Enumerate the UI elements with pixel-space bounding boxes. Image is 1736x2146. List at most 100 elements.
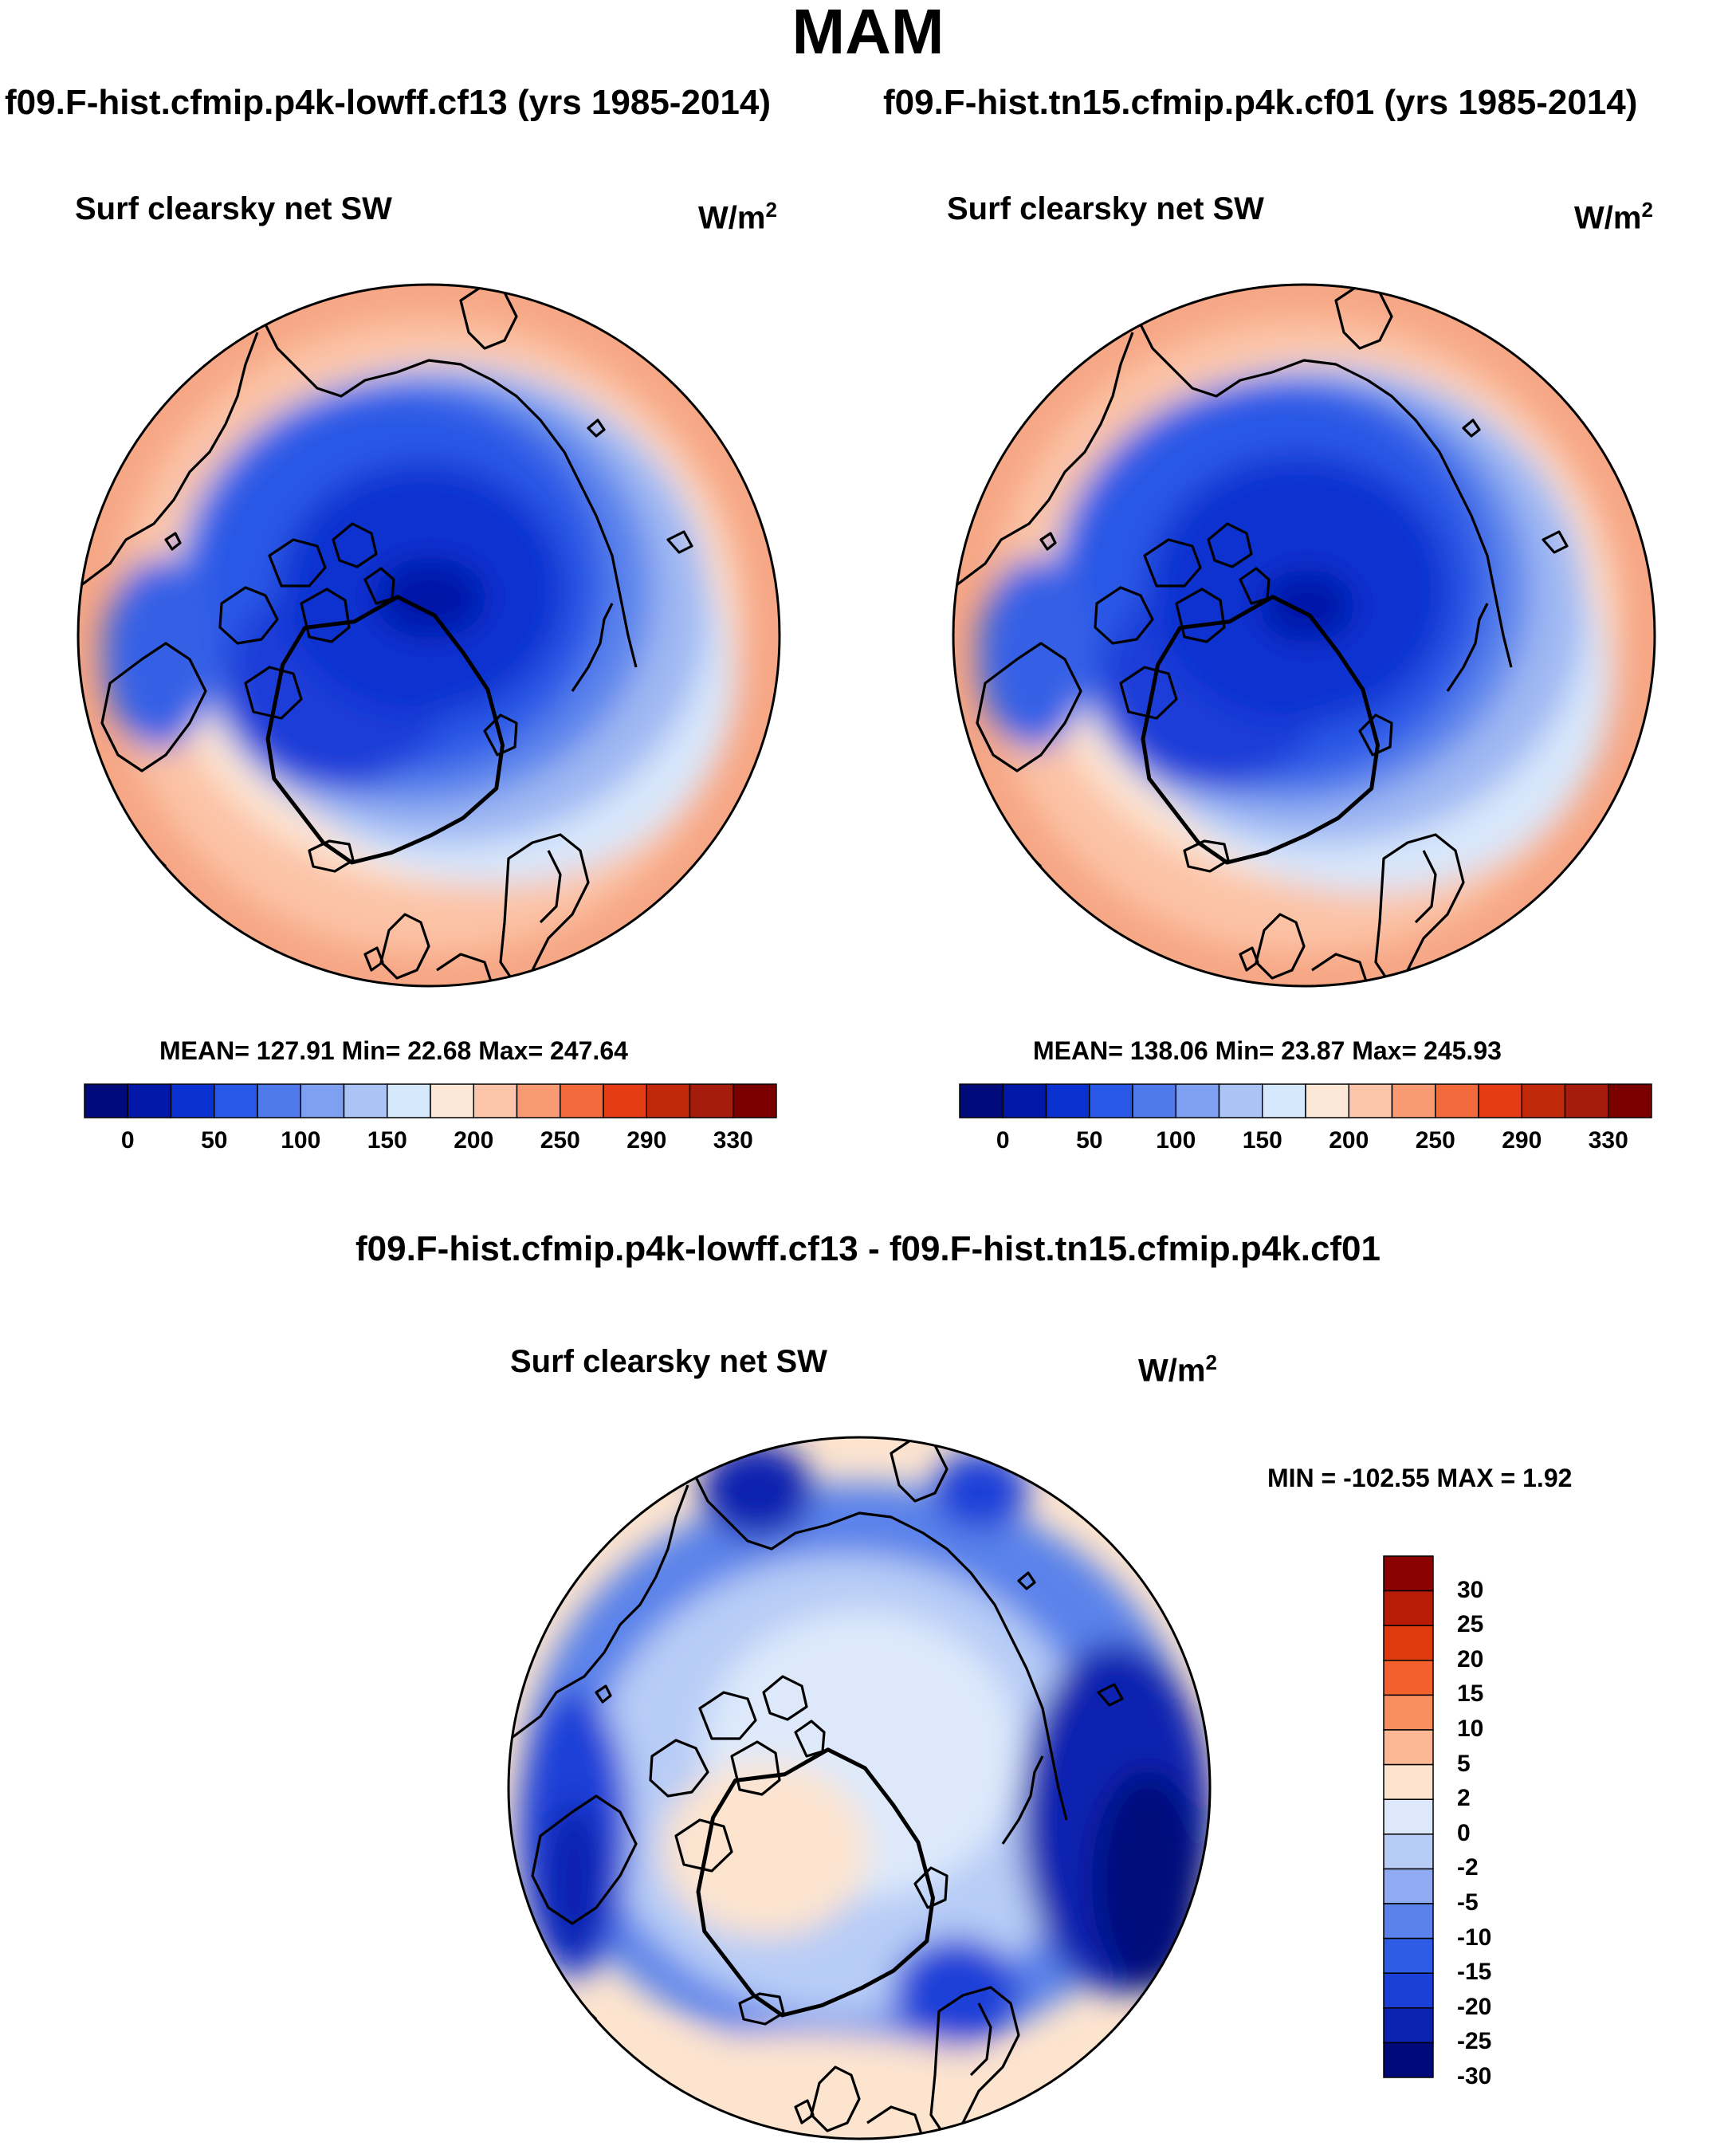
right-panel-stats: MEAN= 138.06 Min= 23.87 Max= 245.93	[1033, 1036, 1502, 1065]
case2-title: f09.F-hist.tn15.cfmip.p4k.cf01 (yrs 1985…	[883, 83, 1638, 122]
left-colorbar-box-7	[387, 1083, 431, 1118]
diff-colorbar-tick-label: 10	[1457, 1716, 1484, 1742]
right-colorbar-box-2	[1045, 1083, 1090, 1118]
right-colorbar-tick-label: 150	[1242, 1127, 1282, 1154]
diff-colorbar-box-1	[1383, 1590, 1434, 1626]
right-colorbar-box-15	[1608, 1083, 1652, 1118]
left-colorbar-box-2	[170, 1083, 215, 1118]
diff-panel-variable: Surf clearsky net SW	[510, 1344, 827, 1379]
left-polar-map	[77, 283, 781, 988]
right-colorbar-box-0	[959, 1083, 1004, 1118]
left-colorbar-box-11	[560, 1083, 604, 1118]
left-colorbar-tick-label: 330	[713, 1127, 753, 1154]
right-colorbar-tick-label: 330	[1588, 1127, 1628, 1154]
left-colorbar-tick-label: 150	[367, 1127, 407, 1154]
right-colorbar-box-9	[1348, 1083, 1393, 1118]
main-title: MAM	[791, 0, 945, 67]
right-colorbar-box-7	[1262, 1083, 1306, 1118]
right-panel-units: W/m2	[1574, 198, 1653, 236]
diff-colorbar-box-6	[1383, 1763, 1434, 1800]
right-colorbar-box-13	[1521, 1083, 1566, 1118]
left-colorbar-box-0	[84, 1083, 128, 1118]
diff-colorbar-box-2	[1383, 1625, 1434, 1661]
difference-colorbar	[1383, 1555, 1434, 2078]
diff-colorbar-box-9	[1383, 1868, 1434, 1904]
diff-colorbar-box-14	[1383, 2042, 1434, 2078]
left-colorbar-tick-label: 50	[201, 1127, 228, 1154]
diff-colorbar-tick-label: 25	[1457, 1611, 1484, 1638]
left-panel-units: W/m2	[698, 198, 777, 236]
left-colorbar-tick-label: 290	[626, 1127, 667, 1154]
diff-colorbar-box-11	[1383, 1937, 1434, 1974]
diff-colorbar-tick-label: 5	[1457, 1750, 1471, 1777]
left-colorbar-box-8	[430, 1083, 474, 1118]
diff-panel-units-exp: 2	[1205, 1350, 1217, 1374]
right-colorbar-box-6	[1218, 1083, 1263, 1118]
diff-colorbar-tick-label: 2	[1457, 1785, 1471, 1812]
left-colorbar-box-1	[127, 1083, 172, 1118]
left-colorbar-tick-label: 250	[540, 1127, 580, 1154]
left-colorbar-box-15	[732, 1083, 777, 1118]
right-colorbar-tick-label: 0	[996, 1127, 1010, 1154]
diff-colorbar-box-7	[1383, 1798, 1434, 1835]
left-colorbar-box-13	[646, 1083, 691, 1118]
left-colorbar-box-4	[257, 1083, 301, 1118]
right-polar-map	[952, 283, 1656, 988]
left-colorbar-tick-label: 0	[120, 1127, 135, 1154]
right-panel-units-exp: 2	[1641, 198, 1653, 222]
right-colorbar-box-14	[1564, 1083, 1609, 1118]
right-panel-units-base: W/m	[1574, 200, 1642, 236]
left-panel-stats: MEAN= 127.91 Min= 22.68 Max= 247.64	[159, 1036, 628, 1065]
diff-colorbar-tick-label: -15	[1457, 1959, 1492, 1986]
right-colorbar-box-12	[1478, 1083, 1522, 1118]
left-colorbar-box-5	[300, 1083, 345, 1118]
right-colorbar-box-10	[1391, 1083, 1436, 1118]
right-colorbar-tick-label: 250	[1415, 1127, 1455, 1154]
diff-colorbar-tick-label: -5	[1457, 1889, 1479, 1916]
diff-colorbar-box-10	[1383, 1903, 1434, 1940]
diff-panel-units: W/m2	[1138, 1350, 1217, 1389]
diff-colorbar-box-0	[1383, 1555, 1434, 1592]
right-colorbar-box-1	[1002, 1083, 1047, 1118]
right-colorbar-tick-label: 290	[1502, 1127, 1542, 1154]
left-colorbar-box-12	[603, 1083, 647, 1118]
diff-colorbar-box-8	[1383, 1834, 1434, 1870]
right-colorbar-box-8	[1305, 1083, 1349, 1118]
right-colorbar-box-11	[1435, 1083, 1479, 1118]
diff-colorbar-box-5	[1383, 1729, 1434, 1766]
right-colorbar-box-4	[1132, 1083, 1176, 1118]
diff-colorbar-tick-label: -25	[1457, 2028, 1492, 2055]
diff-colorbar-tick-label: -20	[1457, 1993, 1492, 2020]
right-colorbar	[959, 1083, 1652, 1118]
right-colorbar-tick-label: 50	[1076, 1127, 1103, 1154]
diff-colorbar-tick-label: -2	[1457, 1854, 1479, 1881]
diff-colorbar-tick-label: -10	[1457, 1924, 1492, 1951]
difference-title: f09.F-hist.cfmip.p4k-lowff.cf13 - f09.F-…	[355, 1229, 1381, 1268]
left-panel-units-exp: 2	[765, 198, 777, 222]
diff-colorbar-tick-label: 0	[1457, 1819, 1471, 1846]
left-colorbar-tick-label: 200	[454, 1127, 494, 1154]
diff-colorbar-tick-label: 20	[1457, 1645, 1484, 1672]
diff-colorbar-tick-label: -30	[1457, 2063, 1492, 2089]
difference-polar-map	[507, 1436, 1212, 2140]
left-colorbar-box-3	[214, 1083, 258, 1118]
diff-colorbar-box-3	[1383, 1660, 1434, 1696]
diff-colorbar-box-4	[1383, 1694, 1434, 1731]
diff-panel-stats: MIN = -102.55 MAX = 1.92	[1267, 1464, 1573, 1492]
diff-colorbar-box-12	[1383, 1972, 1434, 2009]
diff-panel-units-base: W/m	[1138, 1353, 1206, 1389]
right-colorbar-tick-label: 200	[1329, 1127, 1369, 1154]
left-colorbar-box-14	[689, 1083, 734, 1118]
left-panel-variable: Surf clearsky net SW	[75, 191, 392, 226]
diff-colorbar-tick-label: 30	[1457, 1576, 1484, 1603]
left-colorbar-tick-label: 100	[281, 1127, 321, 1154]
left-colorbar-box-10	[516, 1083, 561, 1118]
right-colorbar-tick-label: 100	[1156, 1127, 1196, 1154]
right-colorbar-box-5	[1175, 1083, 1220, 1118]
left-colorbar-box-6	[343, 1083, 388, 1118]
right-panel-variable: Surf clearsky net SW	[947, 191, 1264, 226]
left-colorbar	[84, 1083, 777, 1118]
left-panel-units-base: W/m	[698, 200, 766, 236]
diff-colorbar-tick-label: 15	[1457, 1680, 1484, 1708]
